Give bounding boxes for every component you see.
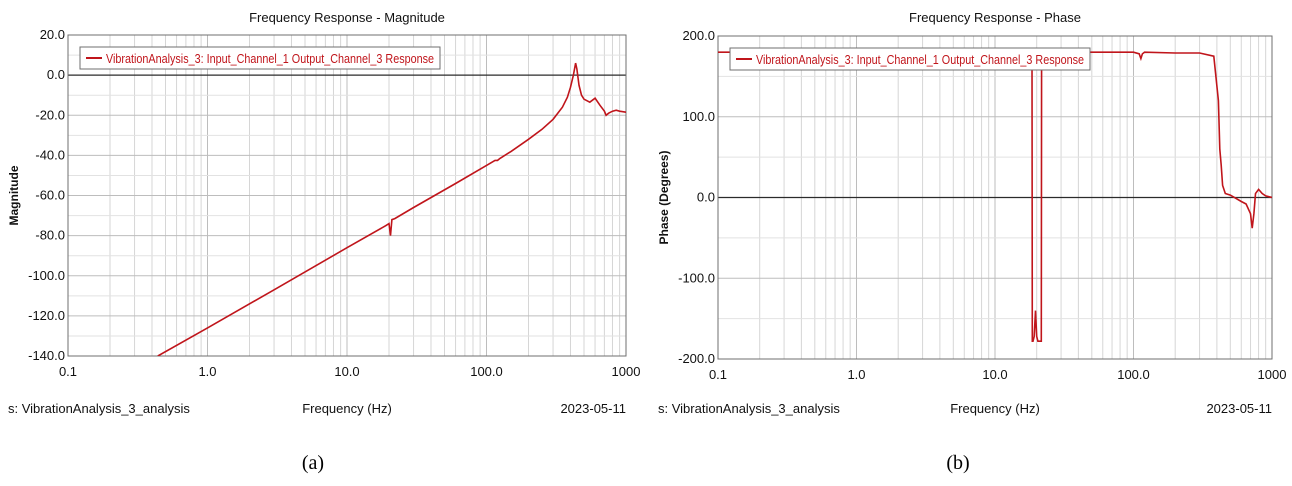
y-tick-label: -100.0 [28,268,65,283]
x-tick-label: 10.0 [982,367,1007,382]
series-line [157,62,626,356]
x-tick-label: 0.1 [709,367,727,382]
footer-analysis-name: s: VibrationAnalysis_3_analysis [658,401,840,416]
y-tick-label: 200.0 [682,28,715,43]
x-tick-label: 10.0 [334,364,359,379]
x-axis-label: Frequency (Hz) [302,401,392,416]
x-axis-label: Frequency (Hz) [950,401,1040,416]
x-tick-label: 1.0 [847,367,865,382]
legend-box [79,46,441,70]
phase-chart: 0.1 1.0 10.0 100.0 1000 200.0 100.0 0.0 -100.0 -2… [657,10,1287,416]
y-tick-label: -140.0 [28,348,65,363]
y-tick-label: -120.0 [28,308,65,323]
y-tick-label: 0.0 [697,190,715,205]
footer-analysis-name: s: VibrationAnalysis_3_analysis [8,401,190,416]
caption-b: (b) [946,452,970,474]
chart-title: Frequency Response - Phase [909,10,1081,25]
y-tick-label: 20.0 [40,27,65,42]
plot-frame [67,34,627,357]
footer-date: 2023-05-11 [560,401,626,416]
y-tick-label: -100.0 [678,270,715,285]
footer-date: 2023-05-11 [1206,401,1272,416]
y-tick-label: -20.0 [35,107,65,122]
y-tick-label: 0.0 [47,67,65,82]
y-tick-label: -40.0 [35,147,65,162]
x-tick-label: 1000 [1258,367,1287,382]
legend: VibrationAnalysis_3: Input_Channel_1 Out… [729,47,1091,71]
x-tick-label: 100.0 [470,364,503,379]
x-tick-label: 1.0 [198,364,216,379]
x-tick-label: 100.0 [1117,367,1150,382]
x-tick-label: 1000 [612,364,641,379]
y-tick-label: -200.0 [678,351,715,366]
legend-box [729,47,1091,71]
y-tick-label: 100.0 [682,109,715,124]
legend-label: VibrationAnalysis_3: Input_Channel_1 Out… [106,52,434,66]
x-tick-label: 0.1 [59,364,77,379]
y-axis-label: Phase (Degrees) [657,150,671,244]
y-axis-label: Magnitude [7,165,21,225]
y-tick-label: -60.0 [35,188,65,203]
series-line [718,51,1272,342]
chart-title: Frequency Response - Magnitude [249,10,445,25]
legend-label: VibrationAnalysis_3: Input_Channel_1 Out… [756,53,1084,67]
magnitude-chart: 0.1 1.0 10.0 100.0 1000 20.0 0.0 -20.0 -40.0 -60.… [7,10,641,416]
legend: VibrationAnalysis_3: Input_Channel_1 Out… [79,46,441,70]
y-tick-label: -80.0 [35,228,65,243]
caption-a: (a) [301,452,325,474]
